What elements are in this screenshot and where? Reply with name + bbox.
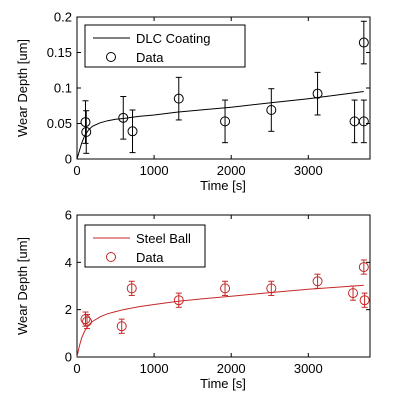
y-tick-label: 2: [65, 302, 72, 317]
fit-line: [76, 91, 364, 160]
data-point: [358, 37, 369, 48]
data-point: [266, 283, 277, 294]
legend: Steel Ball Data: [84, 224, 206, 268]
data-point: [126, 283, 137, 294]
fit-line-group: [76, 91, 364, 160]
data-points-group: [80, 259, 370, 334]
legend-box: [84, 224, 206, 268]
data-point: [80, 117, 91, 128]
legend-box: [84, 24, 246, 68]
axis-ticks: 0 1000 2000 3000 0 0.05 0.1 0.15 0.2: [47, 10, 370, 178]
y-tick-label: 0.2: [54, 10, 72, 25]
data-point: [118, 112, 129, 123]
y-tick-label: 0: [65, 350, 72, 365]
plot-frame: [76, 214, 371, 358]
data-point: [312, 88, 323, 99]
y-tick-label: 0.15: [47, 45, 72, 60]
y-tick-label: 0.05: [47, 116, 72, 131]
data-point: [173, 93, 184, 104]
fit-line-group: [76, 284, 364, 358]
legend-label-data: Data: [136, 250, 164, 265]
x-tick-label: 0: [73, 163, 80, 178]
data-point: [173, 295, 184, 306]
x-tick-label: 0: [73, 361, 80, 376]
x-tick-label: 1000: [140, 361, 169, 376]
x-tick-label: 2000: [217, 163, 246, 178]
x-tick-label: 2000: [217, 361, 246, 376]
chart-steel-ball: 0 1000 2000 3000 0 2 4 6 Time [s] Wear Depth [u…: [15, 208, 371, 391]
data-points-group: [80, 20, 369, 154]
y-axis-label: Wear Depth [um]: [15, 39, 30, 137]
chart-dlc-coating: 0 1000 2000 3000 0 0.05 0.1 0.15 0.2 Time [s] We…: [15, 10, 371, 193]
data-point: [266, 105, 277, 116]
data-point: [116, 321, 127, 332]
legend: DLC Coating Data: [84, 24, 246, 68]
data-point: [127, 126, 138, 137]
legend-label-fit: DLC Coating: [136, 31, 210, 46]
x-axis-label: Time [s]: [200, 178, 246, 193]
data-point: [348, 288, 359, 299]
y-tick-label: 4: [65, 255, 72, 270]
data-point: [312, 276, 323, 287]
x-axis-label: Time [s]: [200, 376, 246, 391]
y-tick-label: 6: [65, 208, 72, 223]
data-point: [220, 116, 231, 127]
data-point: [220, 283, 231, 294]
data-point: [81, 127, 92, 138]
x-tick-label: 1000: [140, 163, 169, 178]
fit-line: [76, 284, 364, 358]
y-tick-label: 0.1: [54, 81, 72, 96]
legend-marker-swatch: [106, 252, 116, 262]
data-point: [358, 262, 369, 273]
data-point: [358, 116, 369, 127]
y-tick-label: 0: [65, 152, 72, 167]
legend-marker-swatch: [106, 52, 116, 62]
legend-label-fit: Steel Ball: [136, 231, 191, 246]
x-tick-label: 3000: [294, 361, 323, 376]
legend-label-data: Data: [136, 50, 164, 65]
x-tick-label: 3000: [294, 163, 323, 178]
data-point: [82, 316, 93, 327]
data-point: [359, 295, 370, 306]
y-axis-label: Wear Depth [um]: [15, 237, 30, 335]
axis-ticks: 0 1000 2000 3000 0 2 4 6: [65, 208, 370, 376]
